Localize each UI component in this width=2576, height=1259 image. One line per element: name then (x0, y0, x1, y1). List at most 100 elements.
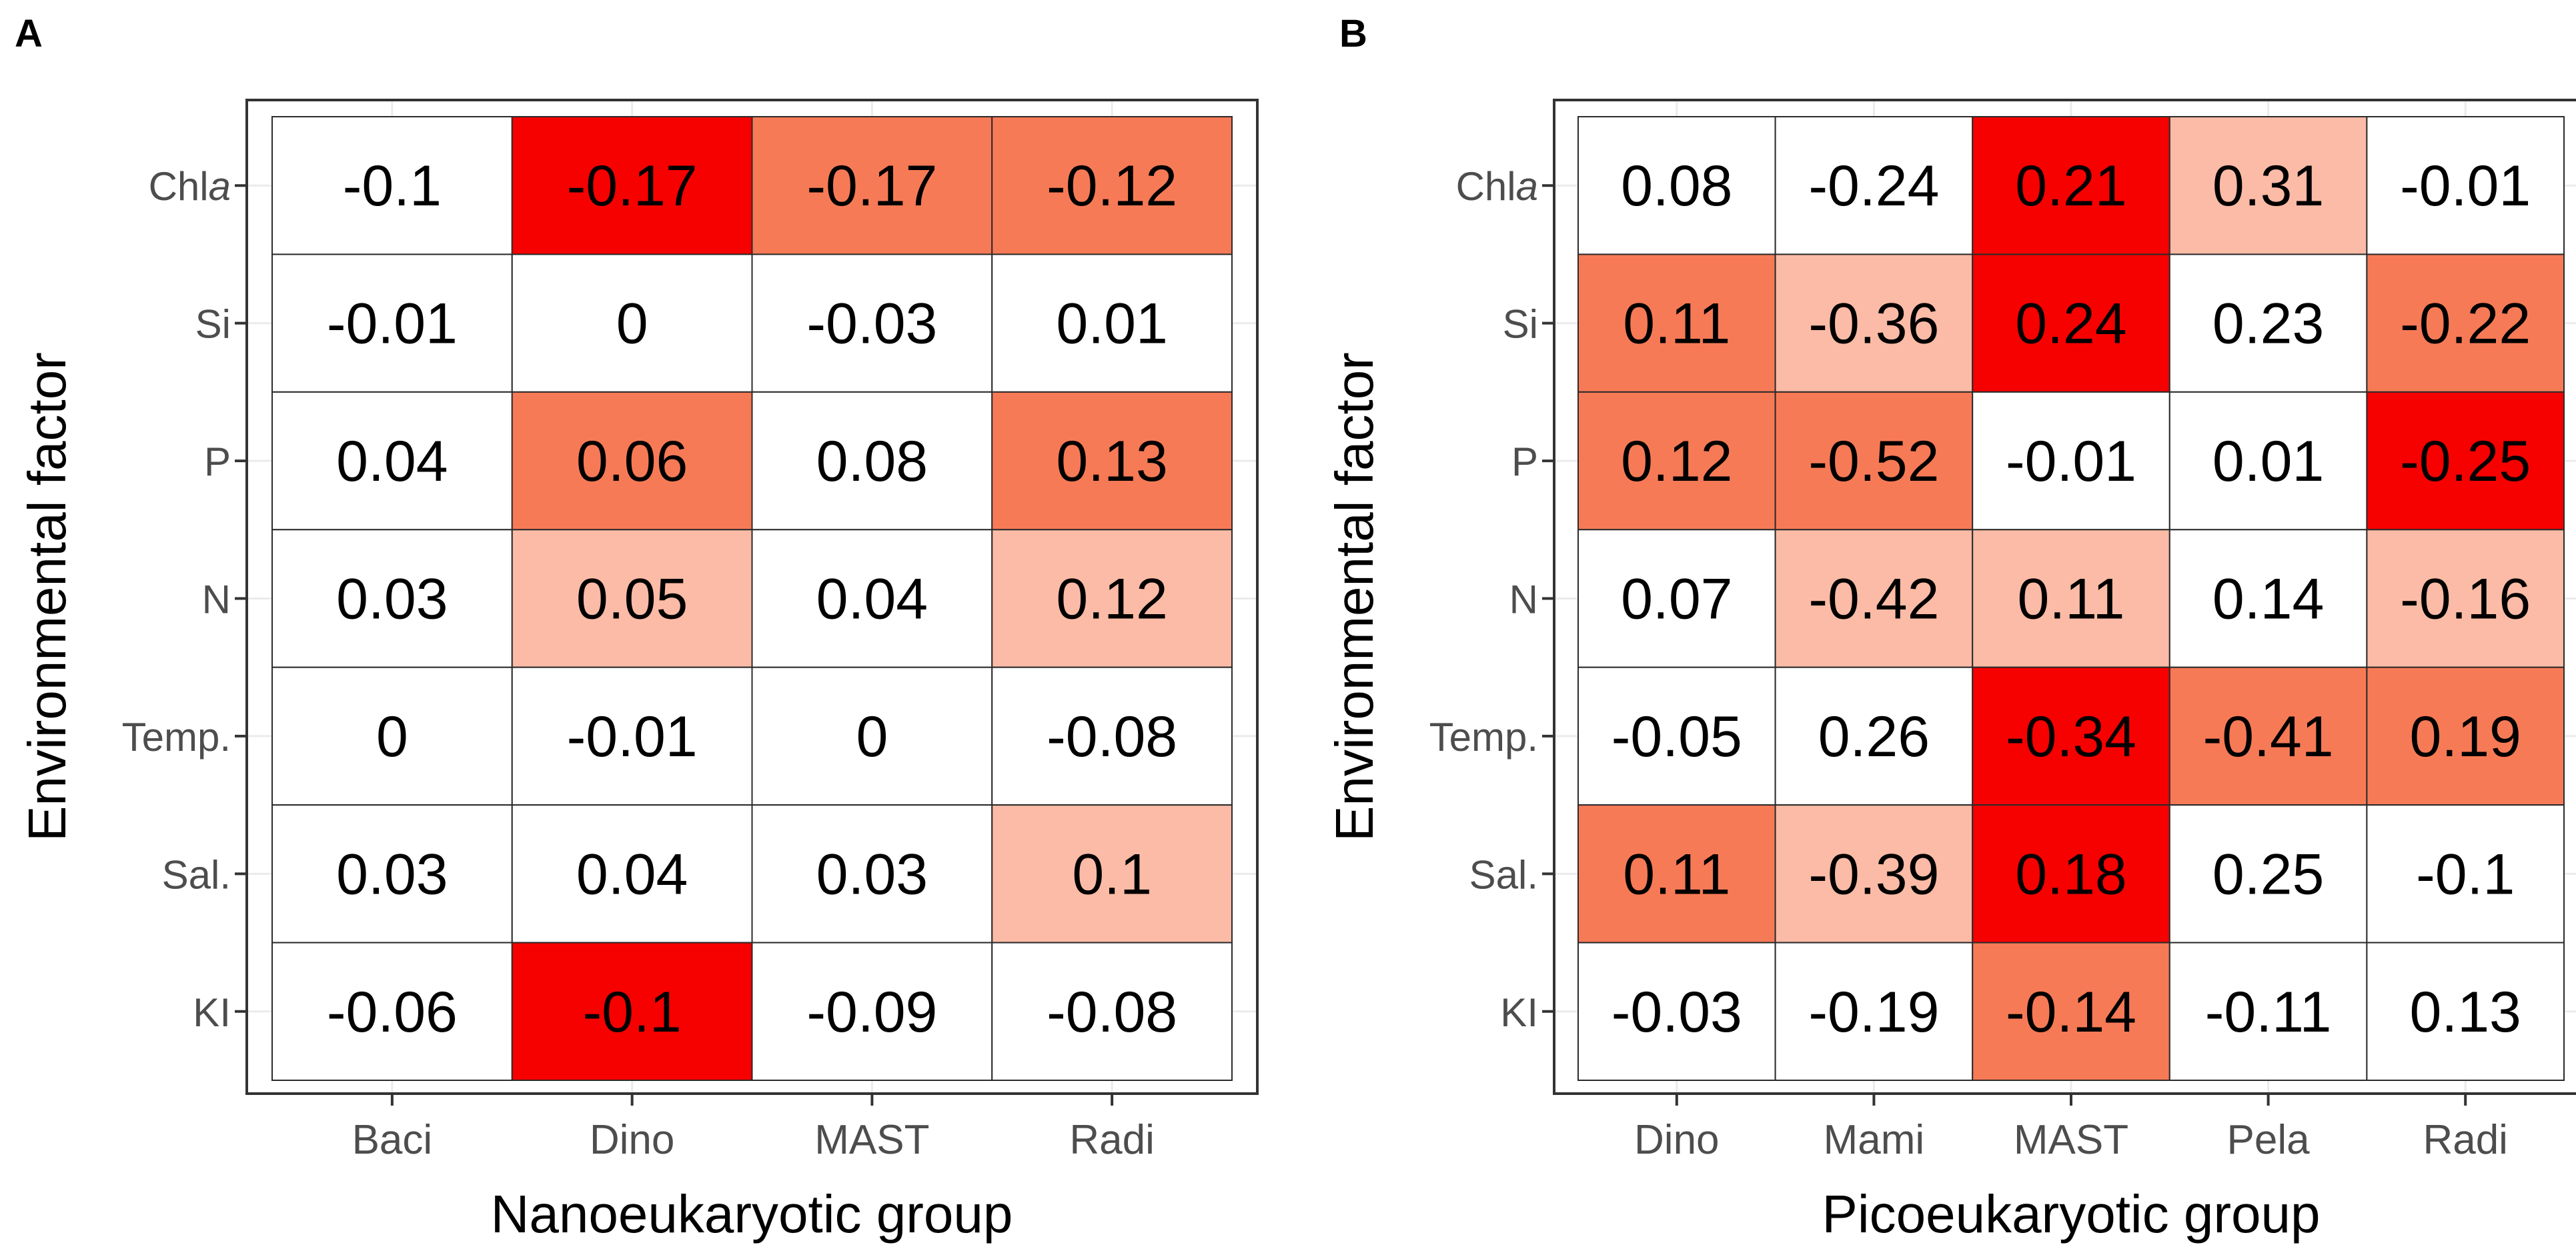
heatmap-cell (751, 666, 993, 806)
heatmap-cell (1972, 391, 2170, 531)
heatmap-cell (751, 529, 993, 668)
plot-border (245, 99, 1259, 1095)
cell-value-label: -0.25 (2400, 429, 2531, 493)
heatmap-cell (2366, 116, 2565, 255)
y-tick-label: N (202, 577, 231, 622)
heatmap-cell (1972, 253, 2170, 393)
cell-value-label: 0.03 (816, 842, 928, 906)
y-tick-label: Chla (149, 164, 231, 209)
cell-value-label: -0.24 (1808, 154, 1939, 218)
heatmap-cell (511, 391, 753, 531)
heatmap-cell (1774, 804, 1974, 944)
cell-value-label: -0.34 (2006, 705, 2136, 769)
heatmap-cell (1577, 116, 1776, 255)
cell-value-label: 0.25 (2212, 842, 2324, 906)
heatmap-cell (2168, 253, 2368, 393)
cell-value-label: 0 (856, 705, 888, 769)
heatmap-cell (2168, 529, 2368, 668)
cell-value-label: -0.14 (2006, 980, 2136, 1044)
cell-value-label: -0.1 (2416, 842, 2515, 906)
cell-value-label: 0.04 (816, 567, 928, 632)
cell-value-label: 0.04 (336, 429, 448, 493)
heatmap-cell (1577, 529, 1776, 668)
heatmap-cell (751, 391, 993, 531)
y-tick-label-italic: a (1516, 164, 1538, 209)
cell-value-label: -0.17 (806, 154, 937, 218)
y-tick-label-text: KI (1500, 990, 1538, 1035)
cell-value-label: -0.1 (583, 980, 682, 1044)
y-axis-title: Environmental factor (1325, 352, 1384, 842)
x-tick-label: Radi (1069, 1117, 1155, 1163)
heatmap-cell (991, 666, 1233, 806)
y-tick-label-text: KI (193, 990, 231, 1035)
cell-value-label: -0.08 (1047, 705, 1177, 769)
y-tick-label: Si (195, 302, 231, 347)
y-tick-label: Si (1503, 302, 1538, 347)
x-tick-label: MAST (814, 1117, 929, 1163)
heatmap-cell (271, 804, 513, 944)
y-tick-label: Sal. (1469, 852, 1538, 897)
heatmap-cell (511, 253, 753, 393)
cell-value-label: -0.03 (806, 292, 937, 356)
heatmap-cell (1774, 942, 1974, 1081)
cell-value-label: 0.06 (576, 429, 688, 493)
heatmap-cell (511, 804, 753, 944)
cell-value-label: 0 (376, 705, 408, 769)
y-tick-label: N (1509, 577, 1538, 622)
y-tick-label-text: Chl (149, 164, 209, 209)
y-tick-label: KI (1500, 990, 1538, 1035)
x-tick-label: Mami (1824, 1117, 1925, 1163)
cell-value-label: 0.08 (1621, 154, 1732, 218)
cell-value-label: -0.08 (1047, 980, 1177, 1044)
cell-value-label: -0.36 (1808, 292, 1939, 356)
heatmap-cell (991, 253, 1233, 393)
cell-value-label: 0.11 (2018, 567, 2125, 632)
heatmap-cell (2366, 529, 2565, 668)
x-tick-label: MAST (2014, 1117, 2128, 1163)
cell-value-label: 0.18 (2015, 842, 2126, 906)
y-tick-label-italic: a (209, 164, 231, 209)
heatmap-cell (2366, 253, 2565, 393)
cell-value-label: -0.41 (2203, 705, 2334, 769)
y-tick-label-text: Sal. (1469, 852, 1538, 897)
cell-value-label: 0.04 (576, 842, 688, 906)
y-tick-label-text: Chl (1456, 164, 1516, 209)
y-tick-label: Chla (1456, 164, 1538, 209)
cell-value-label: 0.14 (2212, 567, 2324, 632)
cell-value-label: 0.21 (2015, 154, 2126, 218)
heatmap-cell (991, 116, 1233, 255)
x-tick-label: Baci (352, 1117, 433, 1163)
heatmap-cell (1774, 253, 1974, 393)
heatmap-cell (2168, 942, 2368, 1081)
y-tick-label-text: N (1509, 577, 1538, 622)
heatmap-cell (1774, 391, 1974, 531)
x-axis-title: Picoeukaryotic group (1822, 1184, 2320, 1244)
heatmap-cell (1972, 804, 2170, 944)
y-axis-title: Environmental factor (17, 352, 77, 842)
cell-value-label: -0.39 (1808, 842, 1939, 906)
heatmap-cell (2168, 116, 2368, 255)
heatmap-cell (1577, 804, 1776, 944)
cell-value-label: 0.13 (2410, 980, 2521, 1044)
cell-value-label: 0.12 (1056, 567, 1167, 632)
cell-value-label: 0.24 (2015, 292, 2126, 356)
cell-value-label: 0 (616, 292, 648, 356)
heatmap-cell (1774, 666, 1974, 806)
heatmap-cell (2366, 666, 2565, 806)
y-tick-label: Temp. (1429, 715, 1538, 760)
cell-value-label: 0.11 (1623, 292, 1730, 356)
y-tick-label-text: Sal. (162, 852, 231, 897)
cell-value-label: -0.06 (327, 980, 458, 1044)
cell-value-label: -0.12 (1047, 154, 1177, 218)
heatmap-cell (511, 942, 753, 1081)
x-axis-title: Nanoeukaryotic group (491, 1184, 1013, 1244)
heatmap-cell (991, 804, 1233, 944)
heatmap-cell (271, 391, 513, 531)
y-tick-label-text: Temp. (1429, 715, 1538, 760)
heatmap-cell (1774, 116, 1974, 255)
y-tick-label-text: Temp. (122, 715, 231, 760)
cell-value-label: -0.01 (2006, 429, 2136, 493)
cell-value-label: -0.52 (1808, 429, 1939, 493)
cell-value-label: -0.42 (1808, 567, 1939, 632)
